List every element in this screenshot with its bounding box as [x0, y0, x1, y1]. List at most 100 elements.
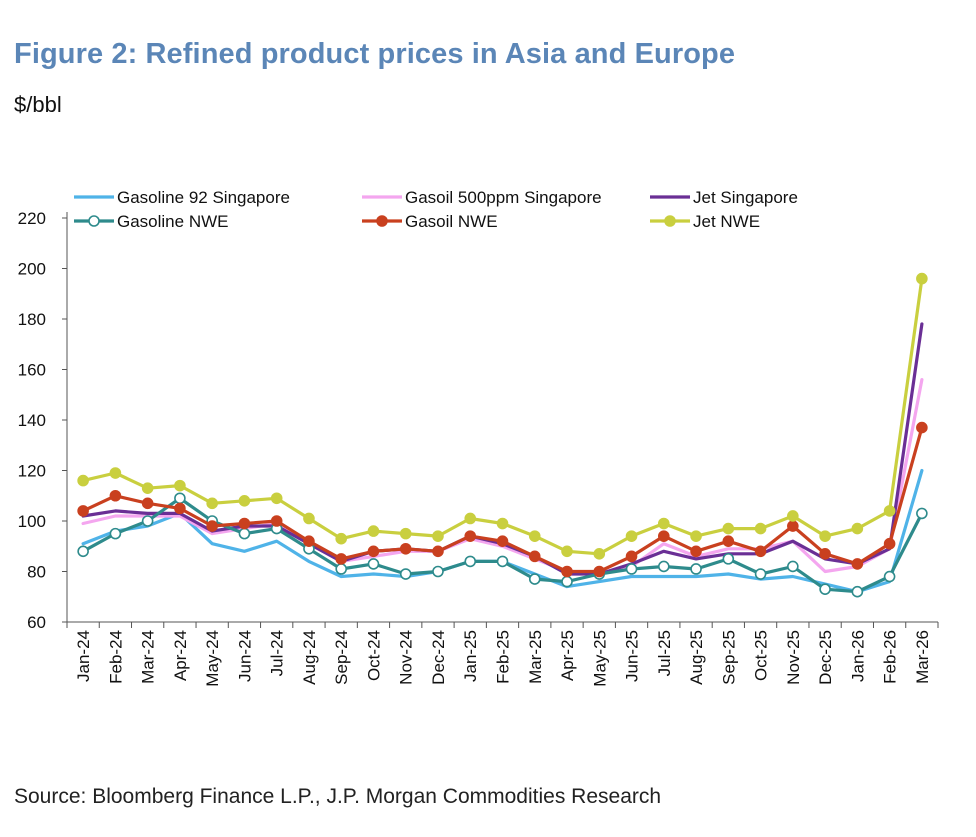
data-point	[819, 583, 831, 595]
data-point	[561, 545, 573, 558]
data-point	[77, 545, 89, 558]
data-point	[916, 507, 928, 520]
x-tick-label: Mar-24	[139, 630, 158, 684]
x-tick-label: Mar-25	[526, 630, 545, 684]
data-point	[528, 530, 541, 542]
y-tick-label: 60	[27, 613, 46, 632]
x-tick-label: Nov-25	[784, 630, 803, 685]
data-point	[367, 545, 380, 558]
data-point	[819, 530, 831, 542]
data-point	[303, 535, 315, 548]
data-point	[625, 563, 638, 575]
data-point	[464, 555, 477, 568]
data-point	[916, 272, 928, 285]
data-point	[109, 527, 122, 540]
data-point	[432, 545, 444, 558]
x-axis: Jan-24 Feb-24 Mar-24 Apr-24 May-24 Jun-24 Jul-…	[66, 621, 939, 687]
x-tick-label: Apr-25	[558, 630, 577, 681]
x-tick-label: Feb-25	[494, 630, 513, 684]
data-point	[657, 560, 670, 573]
legend-item: Gasoline NWE	[74, 212, 228, 231]
data-point	[238, 494, 251, 507]
x-tick-label: Mar-26	[913, 630, 932, 684]
y-tick-label: 80	[27, 563, 46, 582]
x-tick-label: Aug-25	[687, 630, 706, 685]
legend-label: Gasoline NWE	[117, 212, 228, 231]
data-point	[722, 535, 735, 548]
data-point	[367, 558, 380, 570]
x-tick-label: Oct-24	[364, 630, 383, 681]
data-point	[561, 565, 573, 578]
x-tick-label: Jun-25	[623, 630, 642, 682]
data-point	[141, 482, 154, 494]
data-point	[625, 530, 638, 542]
x-tick-label: Sep-25	[719, 630, 738, 685]
data-point	[787, 560, 799, 573]
legend-label: Gasoil NWE	[405, 212, 498, 231]
data-point	[141, 515, 154, 527]
x-tick-label: Dec-24	[429, 630, 448, 685]
y-tick-label: 200	[18, 260, 46, 279]
legend-marker	[376, 215, 388, 227]
data-point	[819, 548, 831, 560]
data-point	[883, 537, 896, 550]
data-point	[722, 522, 735, 535]
data-point	[851, 558, 864, 570]
x-tick-label: Aug-24	[300, 630, 319, 685]
legend-marker	[664, 215, 676, 227]
data-point	[787, 510, 799, 522]
x-tick-label: Nov-24	[397, 630, 416, 685]
legend-marker	[88, 215, 100, 227]
data-point	[432, 530, 444, 542]
legend-label: Jet NWE	[693, 212, 760, 231]
x-tick-label: Sep-24	[332, 630, 351, 685]
y-tick-label: 120	[18, 462, 46, 481]
data-point	[270, 492, 283, 505]
data-point	[657, 517, 670, 530]
data-point	[528, 573, 541, 585]
x-tick-label: Dec-25	[816, 630, 835, 685]
legend-item: Jet Singapore	[650, 188, 798, 207]
data-point	[593, 548, 606, 560]
y-tick-label: 140	[18, 411, 46, 430]
data-point	[206, 497, 218, 510]
data-point	[109, 467, 122, 479]
data-point	[883, 505, 896, 517]
y-tick-label: 160	[18, 361, 46, 380]
data-point	[754, 545, 767, 558]
data-point	[367, 525, 380, 537]
data-point	[754, 522, 767, 535]
data-point	[722, 553, 735, 565]
x-tick-label: Jul-25	[655, 630, 674, 676]
x-tick-label: May-25	[590, 630, 609, 687]
data-point	[335, 553, 348, 565]
data-point	[851, 522, 864, 535]
data-point	[593, 565, 606, 578]
x-tick-label: May-24	[203, 630, 222, 687]
x-tick-label: Jul-24	[268, 630, 287, 676]
data-point	[754, 568, 767, 580]
x-tick-label: Jan-24	[74, 630, 93, 682]
data-point	[77, 474, 89, 487]
y-tick-label: 180	[18, 310, 46, 329]
data-point	[109, 489, 122, 502]
data-point	[561, 575, 573, 588]
legend-label: Gasoil 500ppm Singapore	[405, 188, 602, 207]
data-point	[399, 542, 412, 555]
data-point	[625, 550, 638, 563]
data-point	[141, 497, 154, 510]
y-axis-unit-label: $/bbl	[14, 92, 62, 117]
data-point	[851, 585, 864, 598]
y-axis: 60 80 100 120 140 160 180 200 220	[18, 209, 68, 632]
data-point	[238, 517, 251, 530]
plot-area	[77, 272, 928, 598]
x-tick-label: Jan-25	[461, 630, 480, 682]
x-tick-label: Jun-24	[235, 630, 254, 682]
x-tick-label: Apr-24	[171, 630, 190, 681]
x-tick-label: Feb-26	[881, 630, 900, 684]
data-point	[77, 505, 89, 517]
data-point	[303, 512, 315, 525]
chart-legend: Gasoline 92 Singapore Gasoil 500ppm Singa…	[74, 188, 798, 231]
data-point	[883, 570, 896, 583]
